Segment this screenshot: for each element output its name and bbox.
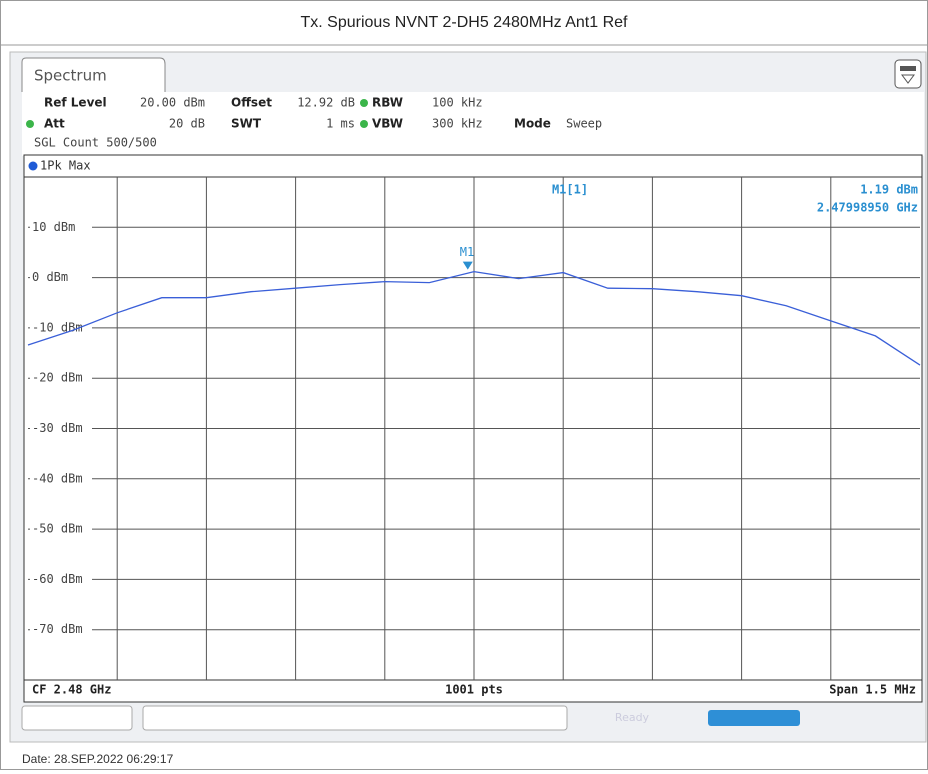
y-tick-label: 10 dBm — [32, 220, 75, 234]
marker-name: M1[1] — [552, 183, 588, 197]
tick-label-bg — [30, 471, 92, 486]
tab-label[interactable]: Spectrum — [34, 67, 107, 85]
window-title: Tx. Spurious NVNT 2-DH5 2480MHz Ant1 Ref — [301, 14, 629, 31]
status-field — [142, 705, 568, 731]
tick-label-bg — [30, 220, 92, 235]
points: 1001 pts — [445, 683, 503, 697]
settings-area — [22, 92, 924, 156]
y-tick-label: 0 dBm — [32, 270, 68, 284]
marker — [462, 261, 473, 270]
progress-bar — [708, 710, 800, 726]
tick-label-bg — [30, 320, 92, 335]
y-tick-label: -60 dBm — [32, 572, 83, 586]
y-tick-label: -70 dBm — [32, 622, 83, 636]
y-tick-label: -30 dBm — [32, 421, 83, 435]
sweep-count: SGL Count 500/500 — [34, 136, 157, 150]
tick-label-bg — [30, 572, 92, 587]
trace-label: 1Pk Max — [40, 159, 91, 173]
menu-icon — [901, 74, 915, 84]
marker-freq: 2.47998950 GHz — [817, 201, 918, 215]
indicator — [26, 120, 34, 128]
span: Span 1.5 MHz — [829, 683, 916, 697]
tick-label-bg — [30, 522, 92, 537]
marker-level: 1.19 dBm — [860, 183, 918, 197]
setting-value: Sweep — [566, 117, 602, 131]
setting-label: Mode — [514, 117, 551, 131]
status: Ready — [615, 711, 650, 724]
tab[interactable] — [21, 57, 166, 92]
setting-value: 12.92 dB — [297, 96, 355, 110]
indicator — [360, 120, 368, 128]
status-field — [21, 705, 133, 731]
marker-label: M1 — [460, 245, 474, 259]
y-tick-label: -40 dBm — [32, 471, 83, 485]
tick-label-bg — [30, 421, 92, 436]
center-freq: CF 2.48 GHz — [32, 683, 111, 697]
tick-label-bg — [30, 270, 92, 285]
setting-label: Offset — [231, 96, 272, 110]
y-tick-label: -50 dBm — [32, 522, 83, 536]
date: Date: 28.SEP.2022 06:29:17 — [22, 752, 174, 766]
setting-label: Att — [44, 117, 65, 131]
setting-label: VBW — [372, 117, 403, 131]
menu-icon — [900, 66, 916, 71]
trace — [27, 270, 921, 366]
setting-value: 1 ms — [326, 117, 355, 131]
setting-label: SWT — [231, 117, 262, 131]
setting-label: Ref Level — [44, 96, 107, 110]
setting-value: 100 kHz — [432, 96, 483, 110]
trace-indicator — [28, 161, 38, 171]
y-tick-label: -10 dBm — [32, 320, 83, 334]
indicator — [360, 99, 368, 107]
tick-label-bg — [30, 371, 92, 386]
setting-value: 20.00 dBm — [140, 96, 205, 110]
tick-label-bg — [30, 622, 92, 637]
setting-value: 300 kHz — [432, 117, 483, 131]
setting-value: 20 dB — [169, 117, 205, 131]
setting-label: RBW — [372, 96, 403, 110]
y-tick-label: -20 dBm — [32, 371, 83, 385]
